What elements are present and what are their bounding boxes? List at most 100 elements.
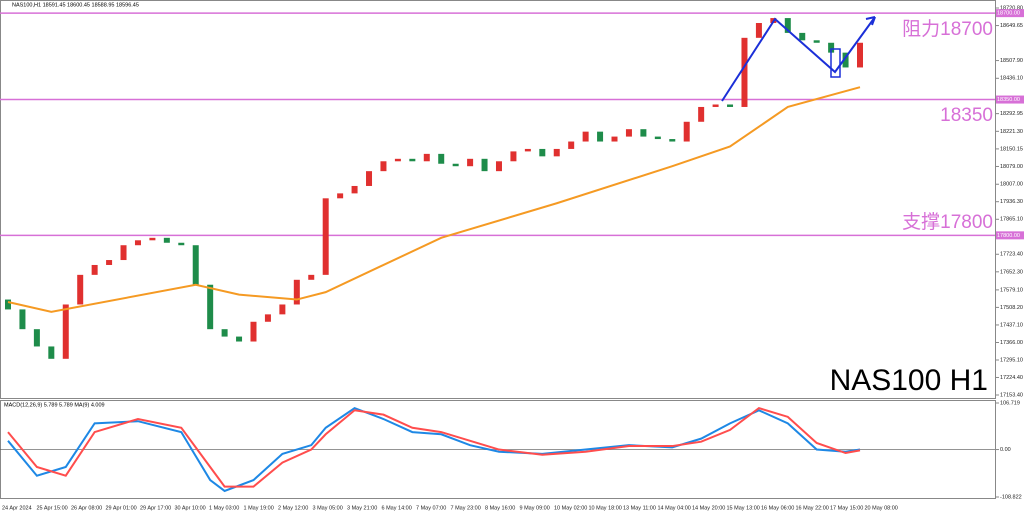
- candle: [149, 237, 156, 241]
- candle: [683, 121, 690, 142]
- y-tick-label: 17295.10: [1000, 357, 1023, 363]
- candle: [394, 158, 401, 162]
- macd-tick-label: 106.719: [1000, 400, 1020, 406]
- level-label: 18350.00: [997, 97, 1020, 103]
- macd-label: MACD(12,26,9) 5.789 5.789 MA(9) 4.009: [4, 402, 105, 408]
- macd-line: [7, 406, 861, 493]
- x-tick-label: 24 Apr 2024: [2, 505, 32, 511]
- candle: [625, 129, 632, 137]
- x-tick-label: 8 May 16:00: [485, 505, 515, 511]
- x-tick-label: 14 May 20:00: [692, 505, 725, 511]
- x-tick-label: 15 May 13:00: [727, 505, 760, 511]
- y-tick-label: 18221.30: [1000, 129, 1023, 135]
- candle: [510, 151, 517, 162]
- candle: [62, 304, 69, 359]
- candle: [467, 158, 474, 167]
- candle: [524, 148, 531, 152]
- x-tick-label: 9 May 09:00: [520, 505, 550, 511]
- candle: [755, 23, 762, 38]
- candle: [539, 148, 546, 157]
- y-tick-label: 18507.90: [1000, 58, 1023, 64]
- y-tick-label: 18079.00: [1000, 164, 1023, 170]
- candle: [236, 336, 243, 342]
- pattern-line: [721, 16, 876, 102]
- y-tick-label: 17865.10: [1000, 217, 1023, 223]
- y-tick-label: 18720.80: [1000, 5, 1023, 11]
- candle: [857, 42, 863, 68]
- candle: [495, 161, 502, 172]
- candle: [423, 153, 430, 162]
- candle: [5, 299, 11, 310]
- x-tick-label: 17 May 15:00: [830, 505, 863, 511]
- y-tick-label: 17224.40: [1000, 375, 1023, 381]
- x-tick-label: 2 May 12:00: [278, 505, 308, 511]
- y-tick-label: 18007.00: [1000, 182, 1023, 188]
- y-tick-label: 18150.15: [1000, 146, 1023, 152]
- candle: [308, 274, 315, 280]
- candle: [712, 104, 719, 107]
- candle: [654, 136, 661, 140]
- candle: [293, 279, 300, 305]
- x-tick-label: 20 May 08:00: [865, 505, 898, 511]
- x-tick-label: 14 May 04:00: [658, 505, 691, 511]
- candle: [568, 141, 575, 149]
- y-tick-label: 17723.40: [1000, 252, 1023, 258]
- x-tick-label: 29 Apr 01:00: [106, 505, 137, 511]
- moving-average: [7, 86, 861, 313]
- x-tick-label: 3 May 21:00: [347, 505, 377, 511]
- candle: [106, 260, 113, 265]
- x-tick-label: 3 May 05:00: [313, 505, 343, 511]
- x-tick-label: 30 Apr 10:00: [175, 505, 206, 511]
- candle: [221, 329, 228, 337]
- candle: [784, 18, 791, 33]
- candle: [264, 314, 271, 322]
- candle: [727, 104, 734, 107]
- y-tick-label: 17652.30: [1000, 269, 1023, 275]
- candle: [91, 264, 98, 275]
- arrow-head: [865, 16, 876, 26]
- candle: [120, 245, 127, 261]
- candle: [192, 245, 199, 285]
- macd-tick-label: 0.00: [1000, 447, 1011, 453]
- x-tick-label: 7 May 23:00: [451, 505, 481, 511]
- candle: [207, 284, 214, 330]
- x-tick-label: 10 May 18:00: [589, 505, 622, 511]
- level-label: 17800.00: [997, 233, 1020, 239]
- y-tick-label: 17437.10: [1000, 322, 1023, 328]
- header: NAS100,H1 18591.45 18600.45 18588.95 185…: [12, 2, 139, 8]
- annotation: 18350: [940, 105, 993, 126]
- x-tick-label: 1 May 03:00: [209, 505, 239, 511]
- macd-line: [7, 407, 861, 488]
- x-tick-label: 6 May 14:00: [382, 505, 412, 511]
- candle: [322, 198, 329, 275]
- candle: [163, 237, 170, 243]
- candle: [640, 129, 647, 137]
- annotation: 支撑17800: [902, 211, 993, 233]
- candle: [178, 242, 185, 246]
- y-tick-label: 17153.40: [1000, 392, 1023, 398]
- y-tick-label: 17366.00: [1000, 340, 1023, 346]
- candle: [611, 136, 618, 142]
- candle: [842, 52, 849, 68]
- candle: [597, 131, 604, 142]
- candle: [366, 171, 373, 186]
- candle: [828, 42, 835, 53]
- x-tick-label: 10 May 02:00: [554, 505, 587, 511]
- candle: [337, 193, 344, 199]
- candle: [582, 131, 589, 142]
- x-tick-label: 7 May 07:00: [416, 505, 446, 511]
- level-label: 18700.00: [997, 11, 1020, 17]
- annotation: 阻力18700: [902, 18, 993, 40]
- candle: [481, 158, 488, 172]
- y-tick-label: 17579.10: [1000, 287, 1023, 293]
- candle: [813, 40, 820, 43]
- candle: [279, 304, 286, 315]
- candle: [250, 321, 257, 342]
- candle: [741, 37, 748, 107]
- candle: [134, 240, 141, 246]
- candle: [351, 185, 358, 194]
- level-tag: [996, 9, 1024, 18]
- x-tick-label: 1 May 19:00: [244, 505, 274, 511]
- x-tick-label: 29 Apr 17:00: [140, 505, 171, 511]
